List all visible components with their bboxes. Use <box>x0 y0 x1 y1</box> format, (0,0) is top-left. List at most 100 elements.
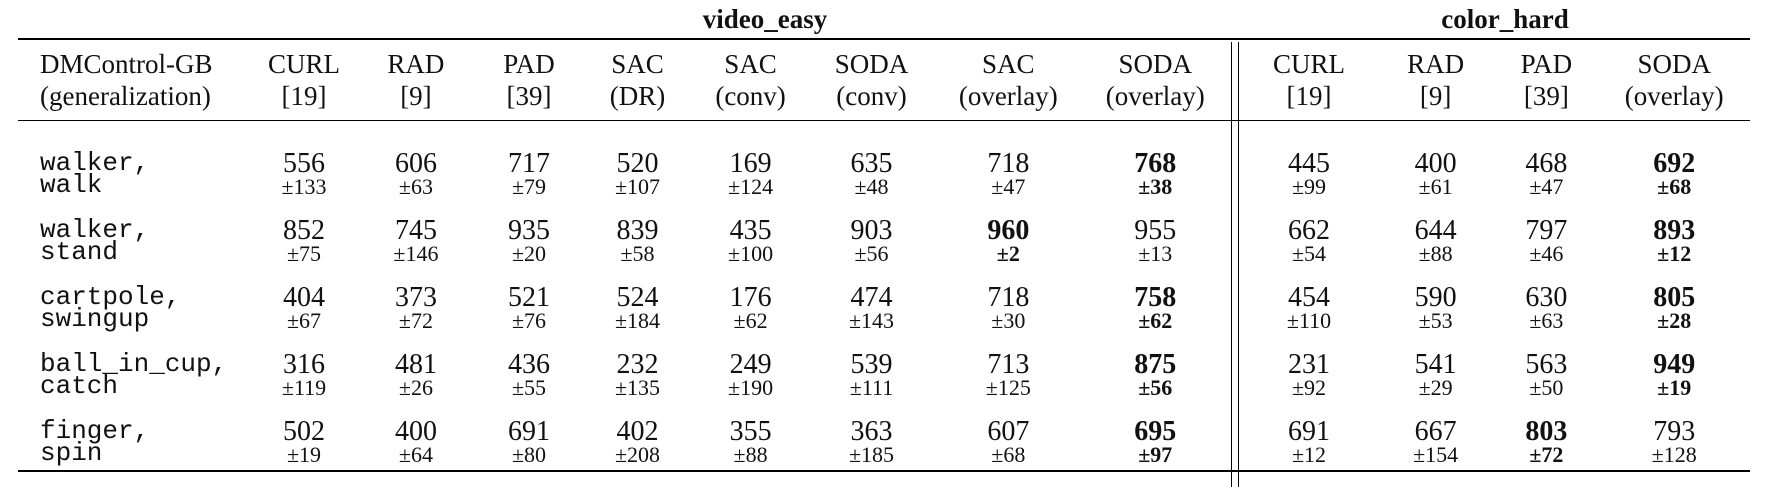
task-cell: cartpole, swingup <box>18 284 251 353</box>
score-cell: 539 ±111 <box>809 351 933 420</box>
score-mean: 231 <box>1288 349 1331 380</box>
score-cell: 468 ±47 <box>1494 128 1598 219</box>
score-cell: 249 ±190 <box>692 351 810 420</box>
score-mean: 502 <box>283 416 326 447</box>
score-cell: 768 ±38 <box>1083 128 1228 219</box>
header-cell: PAD [39] <box>475 42 584 128</box>
score-std: ±92 <box>1291 375 1327 400</box>
header-method: SODA <box>1637 49 1711 79</box>
header-cell: SAC (conv) <box>692 42 810 128</box>
score-std: ±111 <box>849 375 894 400</box>
score-cell: 435 ±100 <box>692 217 810 286</box>
double-separator <box>1228 128 1242 219</box>
score-cell: 662 ±54 <box>1241 217 1377 286</box>
score-mean: 717 <box>507 148 550 179</box>
score-mean: 590 <box>1414 282 1457 313</box>
score-std: ±28 <box>1657 308 1692 333</box>
score-mean: 474 <box>850 282 893 313</box>
header-cell: PAD [39] <box>1494 42 1598 128</box>
score-mean: 400 <box>394 416 437 447</box>
score-mean: 404 <box>283 282 326 313</box>
score-std: ±110 <box>1286 308 1332 333</box>
score-cell: 797 ±46 <box>1494 217 1598 286</box>
score-std: ±48 <box>854 174 889 199</box>
score-cell: 635 ±48 <box>809 128 933 219</box>
score-mean: 852 <box>283 215 326 246</box>
score-std: ±53 <box>1418 308 1453 333</box>
score-std: ±125 <box>985 375 1031 400</box>
score-mean: 468 <box>1525 148 1568 179</box>
score-cell: 481 ±26 <box>357 351 475 420</box>
task-cell: walker, walk <box>18 128 251 219</box>
task-name: stand <box>40 237 119 267</box>
score-cell: 691 ±80 <box>475 418 584 487</box>
score-std: ±63 <box>1529 308 1564 333</box>
task-cell: finger, spin <box>18 418 251 487</box>
header-variant: [19] <box>281 81 327 111</box>
score-mean: 630 <box>1525 282 1568 313</box>
header-variant: (DR) <box>609 81 666 111</box>
score-mean: 373 <box>394 282 437 313</box>
header-method: RAD <box>1407 49 1465 79</box>
header-row: DMControl-GB (generalization) CURL [19] R… <box>18 42 1750 128</box>
score-std: ±19 <box>1657 375 1692 400</box>
score-cell: 541 ±29 <box>1377 351 1495 420</box>
task-domain: ball_in_cup, <box>40 349 228 379</box>
score-std: ±143 <box>848 308 895 333</box>
header-variant: [9] <box>400 81 432 111</box>
score-std: ±68 <box>1657 174 1692 199</box>
header-cell: RAD [9] <box>1377 42 1495 128</box>
score-std: ±61 <box>1418 174 1453 199</box>
score-cell: 718 ±30 <box>934 282 1083 353</box>
header-method: SAC <box>982 49 1035 79</box>
score-mean: 718 <box>987 148 1030 179</box>
score-mean: 903 <box>850 215 893 246</box>
score-mean: 893 <box>1653 215 1696 246</box>
header-method: CURL <box>1273 49 1346 79</box>
header-variant: [39] <box>506 81 552 111</box>
results-table: DMControl-GB (generalization) CURL [19] R… <box>18 42 1750 487</box>
table-row: walker, walk 556 ±133 606 ±63 717 ±79 520 ±107 169… <box>18 128 1750 219</box>
score-cell: 402 ±208 <box>583 418 692 487</box>
score-cell: 960 ±2 <box>934 217 1083 286</box>
score-mean: 692 <box>1653 148 1696 179</box>
score-mean: 556 <box>283 148 326 179</box>
score-mean: 667 <box>1414 416 1457 447</box>
score-cell: 692 ±68 <box>1598 128 1750 219</box>
table-row: walker, stand 852 ±75 745 ±146 935 ±20 839 ±58 435… <box>18 215 1750 286</box>
score-cell: 400 ±64 <box>357 416 475 487</box>
score-std: ±12 <box>1291 442 1327 467</box>
header-method: CURL <box>268 49 341 79</box>
score-std: ±56 <box>854 241 889 266</box>
score-cell: 436 ±55 <box>475 351 584 420</box>
score-mean: 718 <box>987 282 1030 313</box>
score-std: ±68 <box>991 442 1026 467</box>
score-mean: 745 <box>394 215 437 246</box>
score-mean: 875 <box>1134 349 1177 380</box>
score-std: ±64 <box>398 442 433 467</box>
score-std: ±190 <box>728 375 774 400</box>
header-method: SAC <box>724 49 777 79</box>
score-std: ±19 <box>286 442 322 467</box>
score-std: ±154 <box>1413 442 1459 467</box>
header-variant: (conv) <box>836 81 907 111</box>
score-cell: 474 ±143 <box>809 282 933 353</box>
score-std: ±80 <box>511 442 547 467</box>
score-cell: 717 ±79 <box>475 128 584 219</box>
score-cell: 556 ±133 <box>251 128 357 219</box>
score-cell: 644 ±88 <box>1377 217 1495 286</box>
score-std: ±124 <box>728 174 774 199</box>
score-std: ±146 <box>393 241 439 266</box>
header-cell: RAD [9] <box>357 42 475 128</box>
score-cell: 231 ±92 <box>1241 349 1377 420</box>
score-cell: 502 ±19 <box>251 416 357 487</box>
score-std: ±26 <box>398 375 433 400</box>
score-mean: 691 <box>1288 416 1331 447</box>
score-cell: 590 ±53 <box>1377 282 1495 353</box>
double-separator <box>1228 42 1242 128</box>
score-std: ±38 <box>1138 174 1173 199</box>
header-cell: CURL [19] <box>1241 42 1377 128</box>
header-variant: [19] <box>1286 81 1332 111</box>
score-cell: 803 ±72 <box>1494 418 1598 487</box>
